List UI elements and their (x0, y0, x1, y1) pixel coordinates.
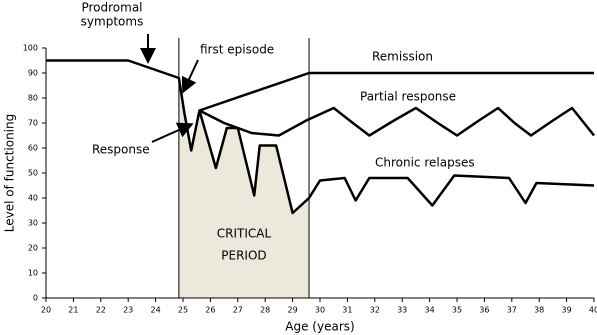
y-tick-label: 10 (28, 269, 38, 278)
y-tick-label: 0 (33, 294, 38, 303)
x-tick-label: 21 (68, 306, 78, 315)
series-label: Remission (372, 50, 433, 64)
y-tick-label: 30 (28, 219, 38, 228)
plot: CRITICAL PERIOD 0 10 20 30 40 50 60 70 80 90 100 20 21… (23, 38, 597, 315)
y-tick-label: 70 (28, 119, 38, 128)
annotation: CRITICAL (217, 227, 272, 241)
series-line (199, 71, 594, 112)
x-tick-label: 40 (589, 306, 597, 315)
critical-period-area (178, 78, 310, 298)
x-tick-label: 34 (425, 306, 435, 315)
series-label: Chronic relapses (375, 156, 475, 170)
x-tick-label: 24 (151, 306, 161, 315)
x-tick-label: 22 (96, 306, 106, 315)
y-tick-label: 90 (28, 69, 38, 78)
x-tick-label: 27 (233, 306, 243, 315)
x-tick-label: 20 (41, 306, 51, 315)
x-tick-label: 31 (342, 306, 352, 315)
x-tick-label: 36 (479, 306, 489, 315)
y-tick-label: 40 (28, 194, 38, 203)
series-line (46, 59, 595, 215)
x-tick-label: 37 (507, 306, 517, 315)
x-tick-label: 25 (178, 306, 188, 315)
series-label: Partial response (360, 90, 456, 104)
y-tick-label: 100 (23, 44, 38, 53)
x-tick-label: 23 (123, 306, 133, 315)
x-tick-label: 39 (562, 306, 572, 315)
annotation: Prodromal (81, 1, 142, 15)
y-axis-label: Level of functioning (3, 114, 17, 232)
x-tick-label: 30 (315, 306, 325, 315)
arrow (151, 122, 194, 143)
y-tick-label: 20 (28, 244, 38, 253)
annotation: Response (92, 143, 150, 157)
annotation: PERIOD (221, 249, 266, 263)
series-line (198, 106, 595, 137)
x-tick-label: 29 (288, 306, 298, 315)
y-tick-label: 60 (28, 144, 38, 153)
x-tick-label: 28 (260, 306, 270, 315)
x-tick-label: 33 (397, 306, 407, 315)
x-tick-label: 35 (452, 306, 462, 315)
y-tick-label: 50 (28, 169, 38, 178)
x-tick-label: 32 (370, 306, 380, 315)
x-tick-label: 26 (205, 306, 215, 315)
arrow (181, 59, 199, 94)
annotation: first episode (200, 43, 274, 57)
x-tick-label: 38 (534, 306, 544, 315)
x-axis-label: Age (years) (285, 320, 354, 334)
annotation: symptoms (81, 15, 144, 29)
y-tick-label: 80 (28, 94, 38, 103)
